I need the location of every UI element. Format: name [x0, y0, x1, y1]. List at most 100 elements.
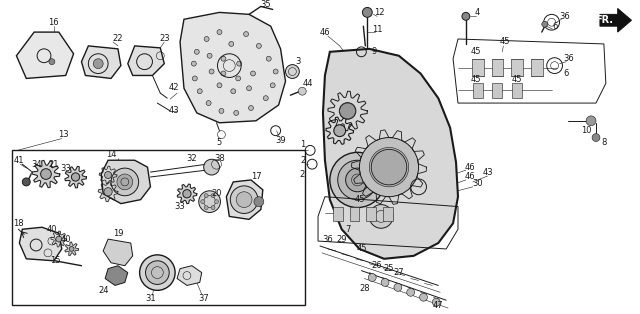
Polygon shape	[105, 266, 128, 285]
Circle shape	[254, 197, 264, 207]
Circle shape	[49, 59, 55, 65]
Text: FR.: FR.	[595, 15, 613, 25]
Text: 22: 22	[113, 34, 123, 42]
Circle shape	[340, 103, 355, 119]
Circle shape	[263, 96, 268, 100]
Text: 19: 19	[113, 229, 123, 238]
Circle shape	[362, 8, 372, 17]
Bar	[493, 83, 502, 98]
Circle shape	[195, 49, 199, 54]
Circle shape	[420, 293, 428, 301]
Circle shape	[407, 288, 415, 296]
Circle shape	[183, 190, 191, 198]
Bar	[511, 59, 523, 76]
Circle shape	[237, 61, 242, 66]
Circle shape	[204, 159, 220, 175]
Circle shape	[230, 186, 258, 214]
Polygon shape	[51, 231, 67, 247]
Bar	[472, 59, 484, 76]
Circle shape	[360, 138, 419, 197]
Text: 21: 21	[49, 160, 59, 169]
Polygon shape	[32, 160, 60, 188]
Circle shape	[211, 194, 215, 198]
Circle shape	[338, 160, 377, 200]
Circle shape	[214, 200, 218, 203]
Circle shape	[191, 61, 196, 66]
Text: 36: 36	[563, 54, 574, 63]
Text: 30: 30	[472, 179, 483, 188]
Text: 31: 31	[145, 294, 156, 303]
Circle shape	[117, 174, 132, 190]
Circle shape	[369, 147, 409, 187]
Text: 33: 33	[60, 164, 71, 173]
Text: 46: 46	[465, 163, 475, 172]
Text: 42: 42	[169, 83, 179, 92]
Circle shape	[381, 279, 389, 286]
Polygon shape	[177, 184, 196, 203]
Text: 10: 10	[581, 126, 591, 135]
Circle shape	[104, 188, 112, 196]
Text: 4: 4	[475, 8, 481, 17]
Circle shape	[368, 273, 376, 281]
Circle shape	[346, 168, 369, 192]
Text: 1: 1	[300, 140, 305, 149]
Text: 43: 43	[169, 106, 179, 116]
Text: 46: 46	[465, 172, 475, 181]
Polygon shape	[323, 49, 458, 259]
Polygon shape	[19, 227, 61, 261]
Text: 7: 7	[345, 225, 350, 234]
Circle shape	[104, 171, 111, 179]
Text: 34: 34	[31, 160, 42, 169]
Circle shape	[193, 76, 197, 81]
Polygon shape	[98, 182, 118, 202]
Circle shape	[257, 43, 261, 48]
Polygon shape	[17, 32, 74, 78]
Circle shape	[217, 30, 222, 35]
Polygon shape	[177, 266, 202, 285]
Circle shape	[217, 83, 222, 88]
Bar	[12, 150, 305, 305]
Circle shape	[145, 261, 169, 284]
Text: 41: 41	[13, 156, 24, 165]
Text: 45: 45	[356, 244, 367, 253]
Circle shape	[592, 134, 600, 142]
Polygon shape	[99, 166, 117, 184]
Circle shape	[206, 100, 211, 106]
Text: 11: 11	[372, 24, 383, 34]
Text: 15: 15	[51, 256, 61, 265]
Circle shape	[229, 41, 234, 46]
Polygon shape	[227, 180, 263, 219]
Circle shape	[221, 71, 226, 76]
Circle shape	[273, 69, 278, 74]
Circle shape	[285, 65, 300, 78]
Text: 45: 45	[500, 37, 511, 46]
Polygon shape	[101, 160, 150, 203]
Polygon shape	[600, 8, 632, 32]
Bar	[473, 83, 483, 98]
Text: 35: 35	[260, 0, 271, 9]
Polygon shape	[65, 242, 79, 256]
Text: 45: 45	[470, 47, 481, 56]
Circle shape	[371, 149, 407, 185]
Bar	[492, 59, 503, 76]
Text: 9: 9	[372, 47, 377, 56]
Circle shape	[111, 168, 139, 196]
Text: 5: 5	[217, 138, 222, 147]
Circle shape	[542, 21, 548, 27]
Circle shape	[209, 69, 214, 74]
Text: 45: 45	[470, 75, 481, 84]
Circle shape	[236, 76, 241, 81]
Text: 36: 36	[559, 12, 570, 21]
Bar	[349, 207, 360, 221]
Bar	[512, 83, 522, 98]
Circle shape	[462, 12, 470, 20]
Circle shape	[369, 205, 393, 228]
Text: 45: 45	[512, 75, 522, 84]
Text: 25: 25	[384, 264, 394, 273]
Circle shape	[339, 103, 356, 119]
Circle shape	[394, 284, 402, 291]
Text: 38: 38	[214, 154, 225, 163]
Circle shape	[41, 169, 51, 179]
Text: 18: 18	[13, 219, 24, 228]
Polygon shape	[81, 46, 121, 78]
